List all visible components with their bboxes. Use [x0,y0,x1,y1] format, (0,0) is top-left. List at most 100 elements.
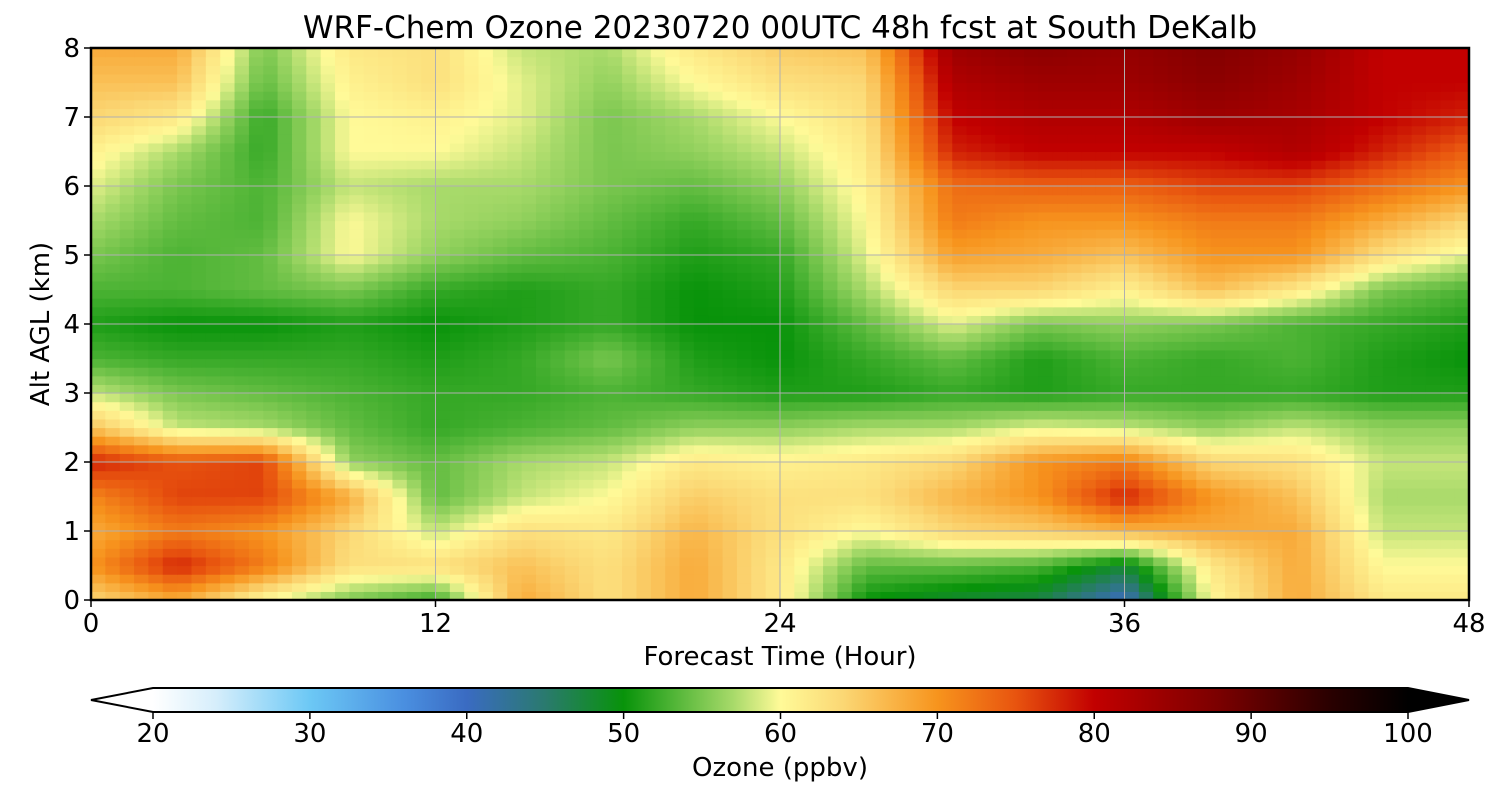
heatmap-cell [392,436,408,446]
heatmap-cell [1440,462,1456,472]
heatmap-cell [1411,358,1427,368]
heatmap-cell [205,229,221,239]
heatmap-cell [1153,401,1169,411]
heatmap-cell [751,513,767,523]
heatmap-cell [808,151,824,161]
heatmap-cell [148,237,164,247]
heatmap-cell [349,591,365,600]
heatmap-cell [1110,203,1126,213]
heatmap-cell [708,436,724,446]
heatmap-cell [1425,263,1441,273]
heatmap-cell [1454,539,1469,549]
heatmap-cell [966,462,982,472]
heatmap-cell [406,237,422,247]
heatmap-cell [1239,246,1255,256]
heatmap-cell [1095,367,1111,377]
heatmap-cell [449,237,465,247]
heatmap-cell [421,306,437,316]
heatmap-cell [665,272,681,282]
heatmap-cell [808,358,824,368]
heatmap-cell [837,203,853,213]
heatmap-cell [248,280,264,291]
heatmap-cell [1368,531,1384,541]
heatmap-cell [823,418,839,429]
heatmap-cell [636,211,652,222]
heatmap-cell [119,375,135,385]
heatmap-cell [1397,315,1413,325]
heatmap-cell [1124,470,1140,480]
heatmap-cell [535,358,551,368]
heatmap-cell [234,401,250,411]
heatmap-cell [693,384,709,394]
heatmap-cell [421,229,437,239]
heatmap-cell [650,289,666,299]
heatmap-cell [1052,246,1068,256]
heatmap-cell [880,401,896,411]
heatmap-cell [1095,177,1111,187]
heatmap-cell [564,194,580,204]
heatmap-cell [1311,522,1327,532]
heatmap-cell [91,453,106,463]
heatmap-cell [665,246,681,256]
heatmap-cell [105,487,121,498]
heatmap-cell [205,272,221,282]
heatmap-cell [1282,272,1298,282]
heatmap-cell [665,453,681,463]
heatmap-cell [1325,582,1341,592]
heatmap-cell [378,220,394,230]
heatmap-cell [1124,367,1140,377]
heatmap-cell [492,194,508,204]
heatmap-cell [1454,436,1469,446]
heatmap-cell [1024,306,1039,316]
heatmap-cell [780,341,795,351]
heatmap-cell [1138,427,1154,437]
heatmap-cell [1009,444,1025,454]
heatmap-cell [248,272,264,282]
heatmap-cell [119,367,135,377]
heatmap-cell [320,151,336,161]
heatmap-cell [320,539,336,549]
heatmap-cell [679,151,695,161]
heatmap-cell [1110,229,1126,239]
heatmap-cell [1411,160,1427,170]
heatmap-cell [980,203,996,213]
heatmap-cell [162,462,178,472]
heatmap-cell [1296,496,1312,506]
heatmap-cell [1210,160,1226,170]
heatmap-cell [1081,496,1097,506]
heatmap-cell [923,539,939,549]
heatmap-cell [923,237,939,247]
heatmap-cell [650,444,666,454]
heatmap-cell [650,487,666,498]
heatmap-cell [679,280,695,291]
heatmap-cell [1354,470,1370,480]
heatmap-cell [966,298,982,308]
heatmap-cell [995,324,1011,334]
heatmap-cell [1296,591,1312,600]
heatmap-cell [162,427,178,437]
heatmap-cell [1210,151,1226,161]
heatmap-cell [1153,505,1169,515]
heatmap-cell [349,151,365,161]
heatmap-cell [1067,548,1083,558]
heatmap-cell [277,513,293,523]
heatmap-cell [378,479,394,489]
heatmap-cell [220,168,236,178]
heatmap-cell [435,160,451,170]
heatmap-cell [1239,186,1255,196]
heatmap-cell [535,255,551,265]
heatmap-cell [780,591,795,600]
heatmap-cell [277,324,293,334]
heatmap-cell [1052,375,1068,385]
heatmap-cell [134,280,150,291]
heatmap-cell [205,237,221,247]
heatmap-cell [306,315,322,325]
heatmap-cell [1181,574,1197,584]
heatmap-cell [421,513,437,523]
heatmap-cell [937,280,953,291]
heatmap-cell [708,556,724,567]
heatmap-cell [521,280,537,291]
heatmap-cell [1067,513,1083,523]
heatmap-cell [1325,211,1341,222]
heatmap-cell [880,272,896,282]
